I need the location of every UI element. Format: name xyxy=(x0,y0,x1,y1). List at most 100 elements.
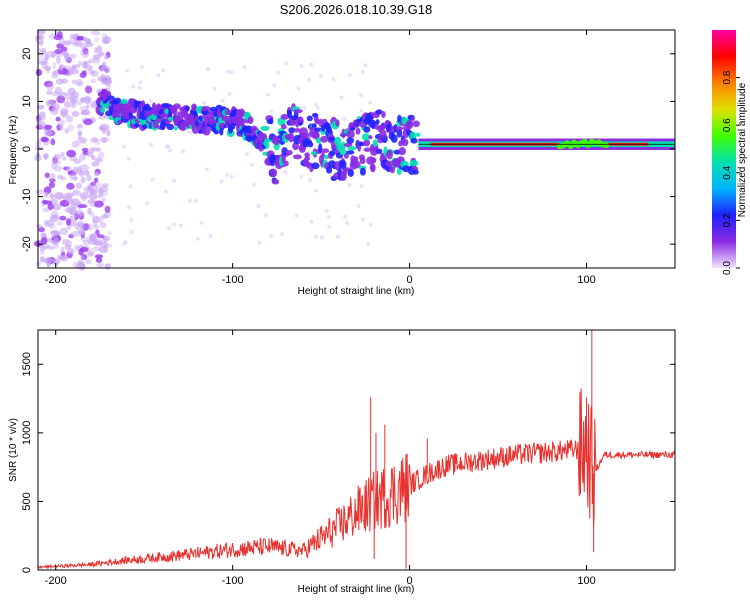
heatmap-cell xyxy=(98,115,107,120)
heatmap-cell xyxy=(79,164,90,172)
heatmap-cell xyxy=(80,110,89,116)
heatmap-cell xyxy=(91,155,96,160)
heatmap-cell xyxy=(198,115,203,122)
heatmap-cell xyxy=(92,180,100,186)
heatmap-cell xyxy=(274,136,280,146)
heatmap-cell xyxy=(269,109,274,114)
heatmap-cell xyxy=(341,116,346,121)
heatmap-cell xyxy=(54,192,64,200)
heatmap-cell xyxy=(88,239,98,245)
heatmap-cell xyxy=(106,84,112,89)
heatmap-cell xyxy=(86,174,92,182)
heatmap-cell xyxy=(129,230,134,235)
snr-ylabel: SNR (10 * v/v) xyxy=(8,418,19,482)
heatmap-cell xyxy=(61,113,71,119)
heatmap-cell xyxy=(80,255,85,261)
heatmap-cell xyxy=(47,139,52,145)
heatmap-cell xyxy=(51,74,58,79)
heatmap-cell xyxy=(400,138,409,147)
heatmap-cell xyxy=(58,119,65,126)
heatmap-cell xyxy=(103,243,113,249)
heatmap-cell xyxy=(69,98,75,105)
heatmap-cell xyxy=(91,215,100,224)
heatmap-cell xyxy=(47,203,54,210)
heatmap-cell xyxy=(90,181,97,187)
heatmap-cell xyxy=(56,30,63,39)
heatmap-cell xyxy=(76,123,83,129)
heatmap-cell xyxy=(53,153,62,160)
heatmap-cell xyxy=(65,207,72,213)
heatmap-cell xyxy=(42,137,49,142)
heatmap-cell xyxy=(103,55,110,60)
heatmap-cell xyxy=(264,213,269,218)
heatmap-cell xyxy=(134,122,140,128)
heatmap-cell xyxy=(95,257,103,263)
heatmap-cell xyxy=(269,117,274,125)
heatmap-cell xyxy=(50,162,57,170)
heatmap-cell xyxy=(120,98,128,105)
heatmap-cell xyxy=(375,109,383,115)
heatmap-cell xyxy=(43,124,53,130)
heatmap-cell xyxy=(113,97,122,105)
heatmap-cell xyxy=(59,199,70,207)
heatmap-cell xyxy=(56,221,64,226)
heatmap-cell xyxy=(44,172,50,179)
heatmap-cell xyxy=(288,127,296,134)
heatmap-cell xyxy=(90,70,95,75)
heatmap-cell xyxy=(85,104,90,109)
heatmap-cell xyxy=(326,166,333,174)
heatmap-cell xyxy=(36,104,45,110)
heatmap-cell xyxy=(44,80,53,88)
heatmap-cell xyxy=(280,232,284,237)
heatmap-cell xyxy=(35,69,43,76)
heatmap-cell xyxy=(35,224,43,229)
heatmap-cell xyxy=(371,121,376,130)
heatmap-cell xyxy=(314,118,320,125)
heatmap-cell xyxy=(205,67,210,72)
heatmap-cell xyxy=(244,152,249,157)
heatmap-cell xyxy=(79,192,90,199)
heatmap-cell xyxy=(410,138,418,144)
heatmap-cell xyxy=(79,153,86,161)
heatmap-cell xyxy=(87,249,95,257)
heatmap-cell xyxy=(104,205,111,213)
heatmap-cell xyxy=(347,183,352,187)
heatmap-cell xyxy=(89,78,97,84)
x-tick-label: 100 xyxy=(577,575,595,587)
heatmap-cell xyxy=(88,233,94,238)
heatmap-cell xyxy=(269,168,278,178)
heatmap-cell xyxy=(191,103,197,112)
heatmap-cell xyxy=(395,126,404,131)
heatmap-cell xyxy=(59,123,64,131)
heatmap-cell xyxy=(212,86,217,91)
heatmap-cell xyxy=(150,177,155,182)
heatmap-cell xyxy=(335,234,340,239)
heatmap-cell xyxy=(66,149,76,158)
colorbar: 0.0 0.2 0.4 0.6 0.8 Normalized spectral ampl… xyxy=(712,30,748,275)
heatmap-cell xyxy=(59,91,68,97)
heatmap-cell xyxy=(71,111,80,117)
heatmap-cell xyxy=(342,214,347,219)
heatmap-cell xyxy=(91,161,100,167)
heatmap-cell xyxy=(45,99,55,107)
heatmap-cell xyxy=(52,258,61,265)
heatmap-cell xyxy=(62,156,67,161)
heatmap-cell xyxy=(148,98,153,103)
heatmap-cell xyxy=(97,76,106,82)
heatmap-cell xyxy=(271,179,280,185)
heatmap-cell xyxy=(72,261,79,268)
heatmap-cell xyxy=(410,116,415,122)
heatmap-cell xyxy=(346,137,355,145)
heatmap-cell xyxy=(202,106,211,112)
heatmap-cell xyxy=(327,224,331,229)
heatmap-cell xyxy=(370,163,376,173)
heatmap-cell xyxy=(92,54,102,60)
heatmap-cell xyxy=(90,234,95,241)
colorbar-gradient xyxy=(712,30,736,268)
heatmap-cell xyxy=(139,65,144,70)
heatmap-cell xyxy=(50,138,56,146)
heatmap-cell xyxy=(72,210,78,218)
heatmap-cell xyxy=(362,133,370,141)
heatmap-cell xyxy=(313,131,320,140)
heatmap-cell xyxy=(379,129,387,138)
